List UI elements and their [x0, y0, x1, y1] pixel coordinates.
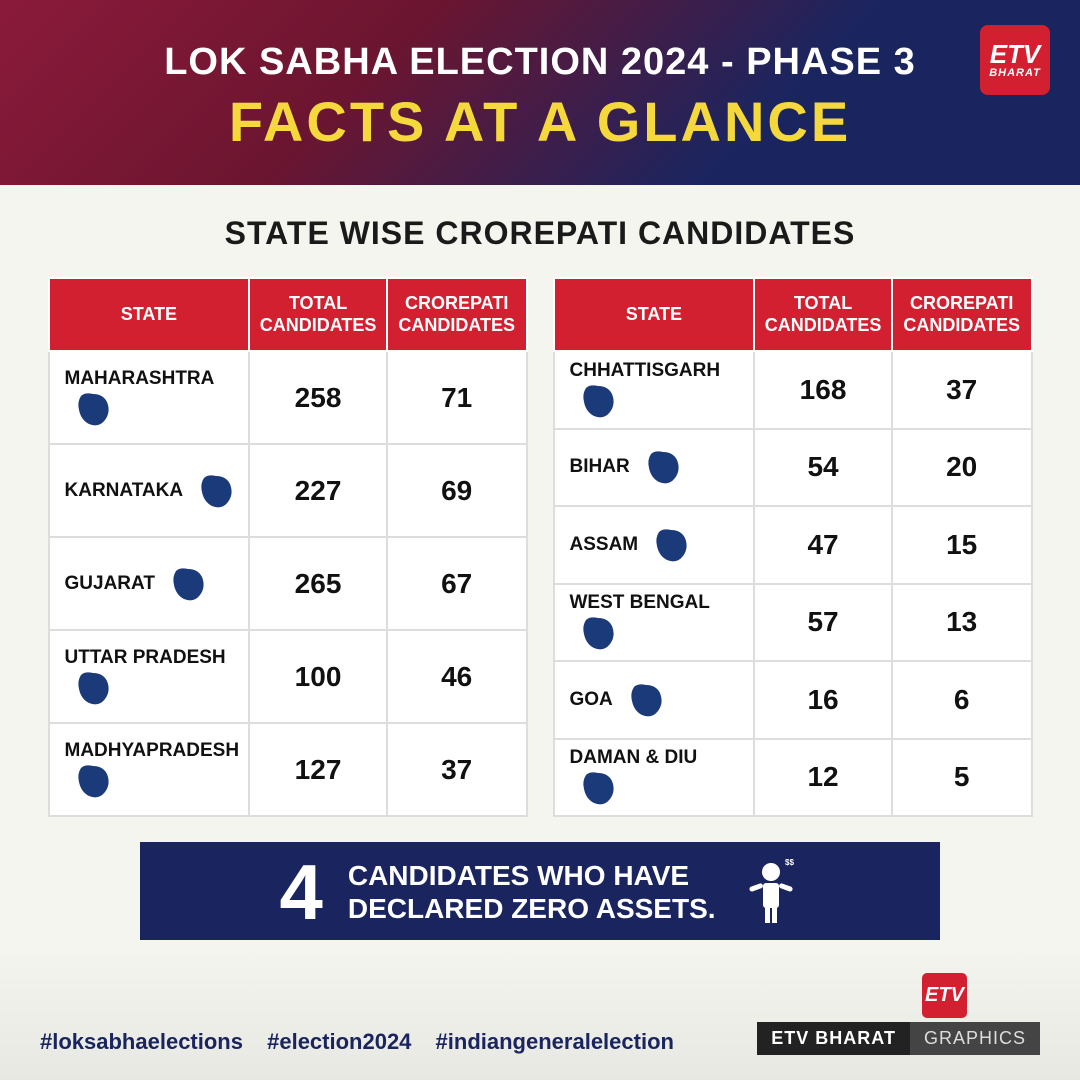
state-map-icon: [73, 762, 113, 800]
tbody-left: MAHARASHTRA 258 71 KARNATAKA 227 69 GUJA…: [49, 351, 527, 816]
hashtag: #indiangeneralelection: [436, 1029, 674, 1054]
crorepati-cell: 67: [387, 537, 527, 630]
footer-etv-logo: ETV: [922, 973, 967, 1018]
logo-text-top: ETV: [990, 41, 1041, 67]
crorepati-cell: 15: [892, 506, 1032, 584]
th-total: TOTAL CANDIDATES: [249, 278, 387, 351]
state-name: MADHYAPRADESH: [65, 740, 240, 762]
total-cell: 127: [249, 723, 387, 816]
logo-text-bottom: BHARAT: [989, 67, 1041, 79]
total-cell: 57: [754, 584, 892, 662]
state-map-icon: [651, 526, 691, 564]
state-map-icon: [578, 769, 618, 807]
total-cell: 258: [249, 351, 387, 444]
crorepati-cell: 20: [892, 429, 1032, 507]
state-cell: BIHAR: [554, 429, 755, 507]
table-row: ASSAM 47 15: [554, 506, 1032, 584]
crorepati-cell: 37: [892, 351, 1032, 429]
table-right: STATE TOTAL CANDIDATES CROREPATI CANDIDA…: [553, 277, 1033, 817]
state-cell: UTTAR PRADESH: [49, 630, 250, 723]
callout-text: CANDIDATES WHO HAVE DECLARED ZERO ASSETS…: [348, 859, 716, 926]
crorepati-cell: 71: [387, 351, 527, 444]
state-cell: MAHARASHTRA: [49, 351, 250, 444]
state-cell: GOA: [554, 661, 755, 739]
state-map-icon: [73, 669, 113, 707]
state-map-icon: [578, 382, 618, 420]
total-cell: 47: [754, 506, 892, 584]
state-cell: ASSAM: [554, 506, 755, 584]
total-cell: 100: [249, 630, 387, 723]
table-row: WEST BENGAL 57 13: [554, 584, 1032, 662]
state-name: MAHARASHTRA: [65, 368, 215, 390]
table-row: MAHARASHTRA 258 71: [49, 351, 527, 444]
crorepati-cell: 69: [387, 444, 527, 537]
crorepati-cell: 37: [387, 723, 527, 816]
footer: #loksabhaelections #election2024 #indian…: [0, 940, 1080, 1080]
crorepati-cell: 6: [892, 661, 1032, 739]
table-row: UTTAR PRADESH 100 46: [49, 630, 527, 723]
person-shrug-icon: $$: [741, 857, 801, 927]
state-map-icon: [643, 448, 683, 486]
state-map-icon: [626, 681, 666, 719]
table-row: DAMAN & DIU 12 5: [554, 739, 1032, 817]
table-row: KARNATAKA 227 69: [49, 444, 527, 537]
main-content: STATE WISE CROREPATI CANDIDATES STATE TO…: [0, 185, 1080, 940]
footer-label-graphics: GRAPHICS: [910, 1022, 1040, 1055]
state-name: CHHATTISGARH: [570, 360, 721, 382]
state-name: UTTAR PRADESH: [65, 647, 226, 669]
callout-number: 4: [279, 847, 322, 938]
total-cell: 265: [249, 537, 387, 630]
total-cell: 227: [249, 444, 387, 537]
total-cell: 168: [754, 351, 892, 429]
table-row: MADHYAPRADESH 127 37: [49, 723, 527, 816]
state-map-icon: [73, 390, 113, 428]
crorepati-cell: 13: [892, 584, 1032, 662]
table-left: STATE TOTAL CANDIDATES CROREPATI CANDIDA…: [48, 277, 528, 817]
state-cell: CHHATTISGARH: [554, 351, 755, 429]
header-banner: LOK SABHA ELECTION 2024 - PHASE 3 FACTS …: [0, 0, 1080, 185]
state-cell: WEST BENGAL: [554, 584, 755, 662]
etv-logo: ETV BHARAT: [980, 25, 1050, 95]
table-row: CHHATTISGARH 168 37: [554, 351, 1032, 429]
crorepati-cell: 5: [892, 739, 1032, 817]
table-row: GOA 16 6: [554, 661, 1032, 739]
state-map-icon: [578, 614, 618, 652]
hashtag: #election2024: [267, 1029, 411, 1054]
tables-container: STATE TOTAL CANDIDATES CROREPATI CANDIDA…: [40, 277, 1040, 817]
state-cell: DAMAN & DIU: [554, 739, 755, 817]
crorepati-cell: 46: [387, 630, 527, 723]
th-state: STATE: [49, 278, 250, 351]
state-name: GOA: [570, 689, 613, 711]
th-crorepati: CROREPATI CANDIDATES: [892, 278, 1032, 351]
footer-credit: ETV BHARAT GRAPHICS: [757, 1022, 1040, 1055]
header-title-line2: FACTS AT A GLANCE: [229, 89, 851, 154]
state-name: BIHAR: [570, 456, 630, 478]
footer-label-brand: ETV BHARAT: [757, 1022, 910, 1055]
svg-text:$$: $$: [785, 858, 794, 867]
total-cell: 54: [754, 429, 892, 507]
state-name: WEST BENGAL: [570, 592, 710, 614]
total-cell: 12: [754, 739, 892, 817]
th-total: TOTAL CANDIDATES: [754, 278, 892, 351]
header-title-line1: LOK SABHA ELECTION 2024 - PHASE 3: [164, 41, 916, 84]
state-name: GUJARAT: [65, 573, 155, 595]
state-name: ASSAM: [570, 534, 639, 556]
state-name: DAMAN & DIU: [570, 747, 698, 769]
state-cell: GUJARAT: [49, 537, 250, 630]
state-map-icon: [168, 565, 208, 603]
state-cell: MADHYAPRADESH: [49, 723, 250, 816]
th-state: STATE: [554, 278, 755, 351]
table-row: GUJARAT 265 67: [49, 537, 527, 630]
zero-assets-callout: 4 CANDIDATES WHO HAVE DECLARED ZERO ASSE…: [140, 842, 940, 942]
state-name: KARNATAKA: [65, 480, 184, 502]
section-title: STATE WISE CROREPATI CANDIDATES: [40, 215, 1040, 252]
state-map-icon: [196, 472, 236, 510]
total-cell: 16: [754, 661, 892, 739]
hashtag: #loksabhaelections: [40, 1029, 243, 1054]
hashtags: #loksabhaelections #election2024 #indian…: [40, 1029, 692, 1055]
state-cell: KARNATAKA: [49, 444, 250, 537]
tbody-right: CHHATTISGARH 168 37 BIHAR 54 20 ASSAM 47…: [554, 351, 1032, 816]
th-crorepati: CROREPATI CANDIDATES: [387, 278, 527, 351]
table-row: BIHAR 54 20: [554, 429, 1032, 507]
